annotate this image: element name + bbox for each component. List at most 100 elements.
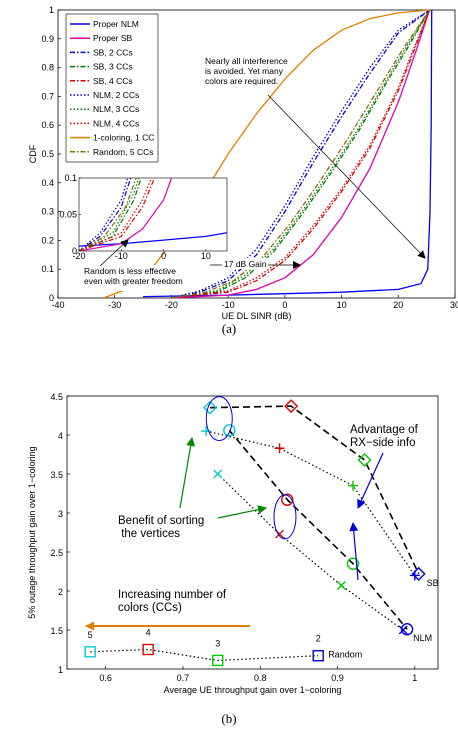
marker-diamond xyxy=(203,400,217,415)
x-tick-label: 20 xyxy=(393,300,403,310)
marker-plus xyxy=(274,443,285,454)
series-line-2 xyxy=(205,430,416,576)
marker-x xyxy=(398,625,408,635)
annotation-sorting: Benefit of sorting the vertices xyxy=(118,515,204,540)
annotation-gain: 17 dB Gain xyxy=(224,259,267,269)
x-tick-label: -30 xyxy=(108,300,121,310)
x-tick-label: 10 xyxy=(337,300,347,310)
marker-square xyxy=(212,654,224,667)
x-tick-label: 0.7 xyxy=(177,673,190,683)
x-tick-label: -40 xyxy=(51,300,64,310)
x-tick-label: 0.8 xyxy=(254,673,267,683)
marker-plus xyxy=(409,570,420,581)
annotation-rx-side: Advantage of RX−side info xyxy=(350,424,419,449)
series-line-2 xyxy=(171,9,430,299)
series-line-9 xyxy=(171,9,431,299)
x-tick-label: 0 xyxy=(282,300,287,310)
marker-diamond xyxy=(284,399,299,414)
y-axis-label: CDF xyxy=(28,144,38,163)
y-tick-label: 1 xyxy=(49,5,54,15)
legend-label: Proper NLM xyxy=(93,19,139,29)
ellipse-sorting-2 xyxy=(273,494,297,540)
x-axis-label: Average UE throughput gain over 1−colori… xyxy=(164,685,342,695)
series-line-3 xyxy=(217,473,404,631)
series-line-0 xyxy=(209,405,420,575)
marker-circle xyxy=(223,424,236,437)
legend-label: Proper SB xyxy=(93,33,133,43)
marker-plus xyxy=(347,480,358,491)
point-label: 2 xyxy=(316,634,321,644)
inset-y-tick-label: 0.1 xyxy=(64,173,77,183)
y-tick-label: 1.5 xyxy=(50,626,63,636)
annotation-arrow xyxy=(267,94,426,259)
y-tick-label: 3.5 xyxy=(50,470,63,480)
x-axis-label: UE DL SINR (dB) xyxy=(222,311,292,321)
series-line-4 xyxy=(171,9,431,299)
y-tick-label: 0.8 xyxy=(41,63,54,73)
y-tick-label: 0.9 xyxy=(41,34,54,44)
series-line-6 xyxy=(171,9,431,299)
x-tick-label: 1 xyxy=(412,673,417,683)
chart-b: 0.6 0.7 0.8 0.9 1 1 1.5 2 2.5 3 3.5 4 4.5 Average UE … xyxy=(27,392,439,726)
point-label: 4 xyxy=(146,628,151,638)
x-tick-label: -10 xyxy=(222,300,235,310)
inset-x-tick-label: -20 xyxy=(72,251,85,261)
y-tick-label: 3 xyxy=(58,509,63,519)
legend-label: Random, 5 CCs xyxy=(93,147,153,157)
marker-circle xyxy=(281,493,294,506)
random-note-bg xyxy=(82,265,182,291)
inset-series-line-0 xyxy=(79,232,227,247)
x-tick-label: 0.6 xyxy=(99,673,112,683)
random-arrow xyxy=(99,239,129,267)
series-line-4 xyxy=(90,648,319,662)
y-tick-label: 0.5 xyxy=(41,149,54,159)
series-label-random: Random xyxy=(328,650,362,660)
y-tick-label: 2 xyxy=(58,587,63,597)
legend-label: SB, 3 CCs xyxy=(93,62,133,72)
y-tick-label: 0.2 xyxy=(41,235,54,245)
legend-label: NLM, 2 CCs xyxy=(93,90,139,100)
x-tick-label: 0.9 xyxy=(331,673,344,683)
legend-label: NLM, 3 CCs xyxy=(93,104,139,114)
caption-b: (b) xyxy=(221,711,236,726)
series-line-7 xyxy=(171,9,431,299)
y-tick-label: 0.7 xyxy=(41,91,54,101)
marker-square xyxy=(312,650,324,662)
inset-series-line-1 xyxy=(79,178,173,251)
annotation-increasing: Increasing number of colors (CCs) xyxy=(118,589,227,614)
y-tick-label: 0.6 xyxy=(41,120,54,130)
y-tick-label: 1 xyxy=(58,665,63,675)
marker-square xyxy=(142,643,154,656)
legend-label: 1-coloring, 1 CC xyxy=(93,133,154,143)
inset-x-tick-label: -10 xyxy=(115,251,128,261)
series-label-nlm: NLM xyxy=(413,633,432,643)
annotation-interference: Nearly all interference is avoided. Yet m… xyxy=(205,56,288,86)
annotation-random: Random is less effective even with greate… xyxy=(84,266,183,286)
ellipse-sorting-1 xyxy=(205,396,233,442)
inset-lines xyxy=(79,178,227,251)
y-tick-label: 0.1 xyxy=(41,264,54,274)
y-axis-label: 5% outage throughput gain over 1−colorin… xyxy=(27,446,37,618)
inset-series-line-2 xyxy=(79,178,132,251)
x-tick-label: 30 xyxy=(450,300,458,310)
y-tick-label: 0.3 xyxy=(41,207,54,217)
inset-y-tick-label: 0.05 xyxy=(59,210,77,220)
inset-y-tick-label: 0 xyxy=(72,246,77,256)
legend-label: NLM, 4 CCs xyxy=(93,118,139,128)
marker-square xyxy=(84,646,96,658)
x-tick-label: -20 xyxy=(165,300,178,310)
marker-plus xyxy=(201,426,212,437)
marker-diamond xyxy=(357,452,372,467)
inset-x-tick-label: 10 xyxy=(201,251,211,261)
gain-label-bg xyxy=(222,258,268,269)
legend-label: SB, 4 CCs xyxy=(93,76,133,86)
marker-circle xyxy=(346,557,360,570)
caption-a: (a) xyxy=(222,321,236,336)
legend-label: SB, 2 CCs xyxy=(93,47,133,57)
point-label: 3 xyxy=(215,638,220,648)
arrow-rx-2 xyxy=(349,522,359,581)
marker-x xyxy=(213,469,223,479)
inset-x-tick-label: 0 xyxy=(161,251,166,261)
y-tick-label: 2.5 xyxy=(50,548,63,558)
